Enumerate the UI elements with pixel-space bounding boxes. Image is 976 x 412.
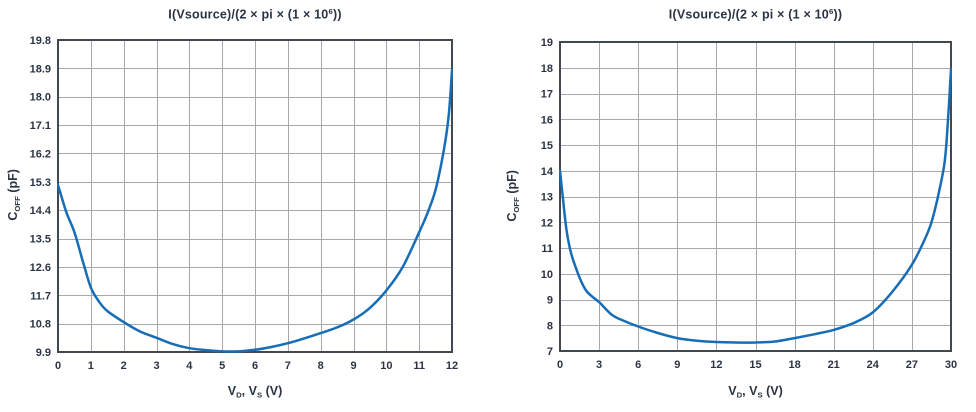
- y-tick-label: 13: [541, 192, 553, 204]
- y-tick-label: 17: [541, 89, 553, 101]
- x-tick-label: 3: [153, 360, 159, 372]
- x-tick-label: 1: [88, 360, 94, 372]
- y-tick-label: 7: [547, 346, 553, 358]
- y-tick-label: 16: [541, 114, 553, 126]
- x-tick-label: 10: [380, 360, 392, 372]
- y-tick-label: 14.4: [30, 205, 52, 217]
- y-tick-label: 8: [547, 320, 553, 332]
- x-tick-label: 30: [945, 359, 957, 371]
- x-tick-label: 15: [749, 359, 761, 371]
- y-tick-label: 18: [541, 63, 553, 75]
- y-tick-label: 10: [541, 269, 553, 281]
- x-tick-label: 8: [318, 360, 324, 372]
- plot-frame: [559, 41, 952, 352]
- y-tick-label: 11.7: [30, 290, 51, 302]
- x-tick-label: 12: [446, 360, 458, 372]
- x-tick-label: 0: [55, 360, 61, 372]
- x-tick-label: 7: [285, 360, 291, 372]
- y-tick-label: 16.2: [30, 148, 51, 160]
- y-tick-label: 11: [541, 243, 553, 255]
- y-tick-label: 19: [541, 37, 553, 49]
- y-tick-label: 12.6: [30, 262, 51, 274]
- y-tick-label: 17.1: [30, 120, 51, 132]
- x-axis-label: VD, VS (V): [728, 384, 783, 400]
- y-tick-label: 13.5: [30, 234, 51, 246]
- y-tick-label: 15: [541, 140, 553, 152]
- data-curve: [559, 67, 952, 344]
- x-tick-label: 9: [674, 359, 680, 371]
- y-tick-label: 9: [547, 295, 553, 307]
- y-tick-label: 19.8: [30, 35, 51, 47]
- x-tick-label: 27: [906, 359, 918, 371]
- x-tick-label: 9: [350, 360, 356, 372]
- y-tick-label: 12: [541, 217, 553, 229]
- x-tick-label: 0: [557, 359, 563, 371]
- x-tick-label: 11: [413, 360, 425, 372]
- x-tick-label: 5: [219, 360, 225, 372]
- right-chart: I(Vsource)/(2 × pi × (1 × 106)) COFF (pF…: [488, 0, 976, 412]
- data-curve: [57, 68, 453, 353]
- y-tick-label: 14: [541, 166, 554, 178]
- chart-title: I(Vsource)/(2 × pi × (1 × 106)): [668, 7, 843, 22]
- y-tick-label: 18.9: [30, 63, 51, 75]
- x-tick-label: 6: [635, 359, 641, 371]
- x-tick-label: 4: [186, 360, 193, 372]
- chart-title: I(Vsource)/(2 × pi × (1 × 106)): [168, 7, 342, 22]
- plot-area: 0 3 6 9 12 15 18 21 24 27 30 7 8 9 10 11 12 13 14 15 16 17 18 1…: [541, 37, 957, 371]
- x-tick-label: 18: [788, 359, 800, 371]
- x-tick-label: 6: [252, 360, 258, 372]
- plot-area: 0 1 2 3 4 5 6 7 8 9 10 11 129.910.811.712.613.514.41…: [30, 35, 459, 372]
- plot-frame: [57, 39, 453, 353]
- y-tick-label: 15.3: [30, 177, 51, 189]
- x-tick-label: 12: [710, 359, 722, 371]
- x-tick-label: 24: [867, 359, 880, 371]
- x-tick-label: 2: [121, 360, 127, 372]
- y-tick-label: 18.0: [30, 92, 51, 104]
- left-chart: I(Vsource)/(2 × pi × (1 × 106)) COFF (pF…: [6, 7, 459, 400]
- x-tick-label: 3: [596, 359, 602, 371]
- y-tick-label: 9.9: [36, 347, 51, 359]
- x-tick-label: 21: [828, 359, 840, 371]
- y-tick-label: 10.8: [30, 319, 51, 331]
- x-axis-label: VD, VS (V): [227, 384, 283, 400]
